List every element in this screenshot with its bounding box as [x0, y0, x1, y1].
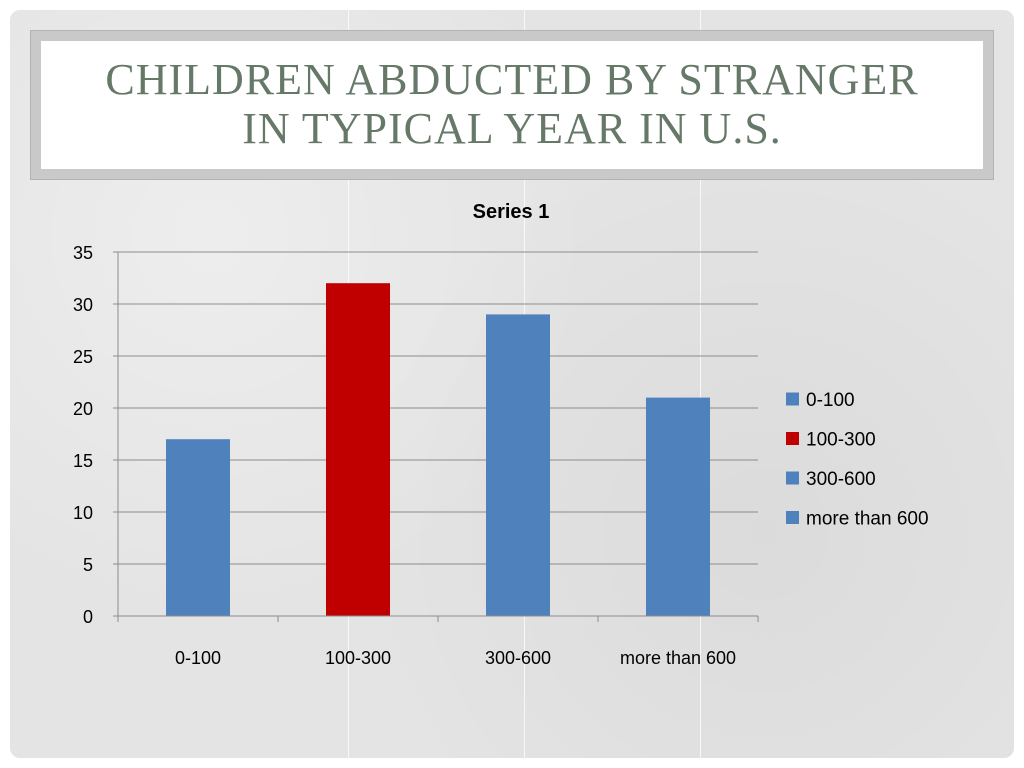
legend-swatch [786, 471, 799, 485]
bar-3 [486, 314, 550, 616]
x-tick-label: 0-100 [175, 648, 221, 668]
x-tick-label: 300-600 [485, 648, 551, 668]
legend-label: more than 600 [806, 509, 929, 530]
bar-1 [166, 439, 230, 616]
chart-title: Series 1 [473, 201, 550, 223]
legend-swatch [786, 432, 799, 445]
legend-swatch [786, 392, 799, 406]
bars [166, 283, 710, 616]
y-tick-labels: 0 5 10 15 20 25 30 35 [73, 243, 93, 627]
slide-title-line1: CHILDREN ABDUCTED BY STRANGER [105, 55, 919, 104]
legend-label: 0-100 [806, 390, 855, 411]
y-tick-label: 20 [73, 399, 93, 419]
y-tick-label: 10 [73, 503, 93, 523]
y-tick-label: 30 [73, 295, 93, 315]
legend: 0-100 100-300 300-600 more than 600 [786, 390, 929, 530]
bar-2 [326, 283, 390, 616]
legend-label: 100-300 [806, 430, 876, 451]
x-tick-labels: 0-100 100-300 300-600 more than 600 [175, 648, 736, 668]
x-tick-label: 100-300 [325, 648, 391, 668]
title-frame: CHILDREN ABDUCTED BY STRANGER IN TYPICAL… [30, 30, 994, 180]
y-tick-label: 25 [73, 347, 93, 367]
slide-title-line2: IN TYPICAL YEAR IN U.S. [242, 104, 782, 153]
bar-4 [646, 397, 710, 616]
y-tick-label: 5 [83, 555, 93, 575]
y-tick-label: 15 [73, 451, 93, 471]
y-tick-label: 0 [83, 607, 93, 627]
background-line [700, 10, 701, 758]
title-box: CHILDREN ABDUCTED BY STRANGER IN TYPICAL… [41, 41, 983, 169]
axes [113, 251, 759, 622]
x-tick-label: more than 600 [620, 648, 736, 668]
legend-label: 300-600 [806, 469, 876, 490]
y-tick-label: 35 [73, 243, 93, 263]
legend-swatch [786, 511, 799, 524]
slide-title: CHILDREN ABDUCTED BY STRANGER IN TYPICAL… [41, 55, 983, 153]
